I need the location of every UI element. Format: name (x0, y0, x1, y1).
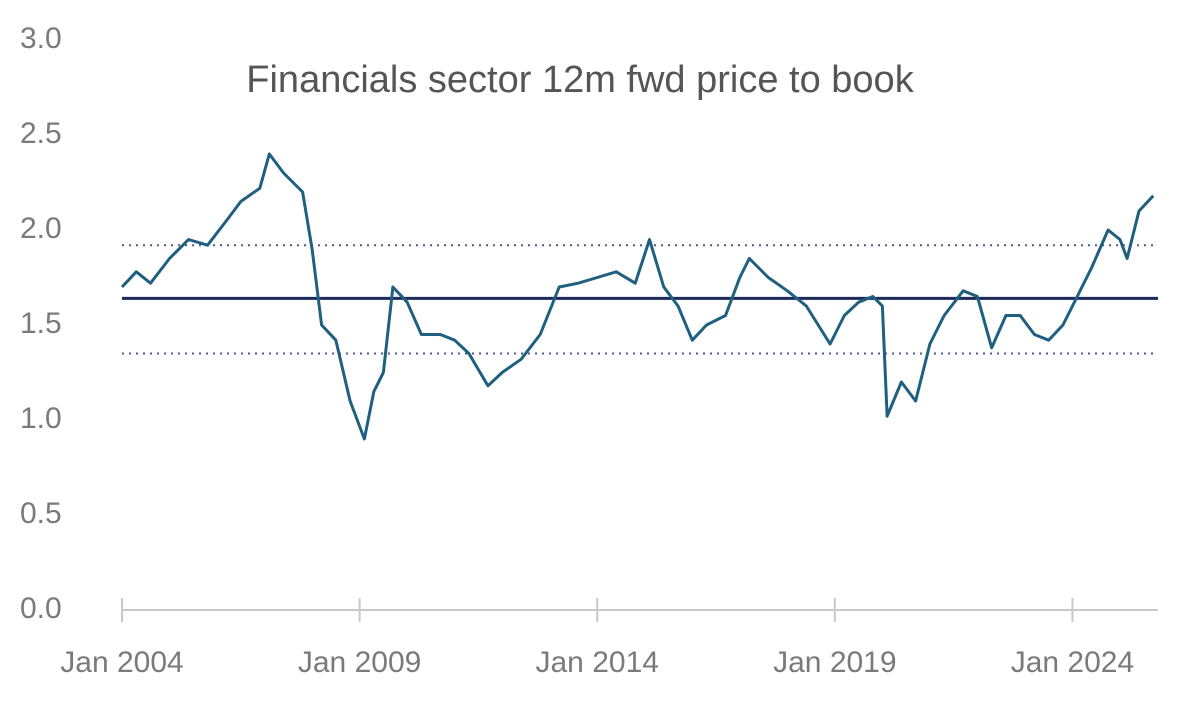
x-tick-label: Jan 2024 (1011, 646, 1134, 679)
y-tick-label: 2.5 (20, 117, 62, 150)
y-tick-label: 1.5 (20, 307, 62, 340)
x-tick-label: Jan 2019 (773, 646, 896, 679)
series-line (120, 152, 1155, 441)
x-tick-label: Jan 2014 (536, 646, 659, 679)
y-tick-label: 0.5 (20, 497, 62, 530)
y-tick-label: 1.0 (20, 402, 62, 435)
x-tick-label: Jan 2004 (60, 646, 183, 679)
x-tick-label: Jan 2009 (298, 646, 421, 679)
chart-title: Financials sector 12m fwd price to book (246, 59, 914, 101)
y-tick-label: 0.0 (20, 592, 62, 625)
y-tick-label: 2.0 (20, 212, 62, 245)
y-tick-label: 3.0 (20, 22, 62, 55)
